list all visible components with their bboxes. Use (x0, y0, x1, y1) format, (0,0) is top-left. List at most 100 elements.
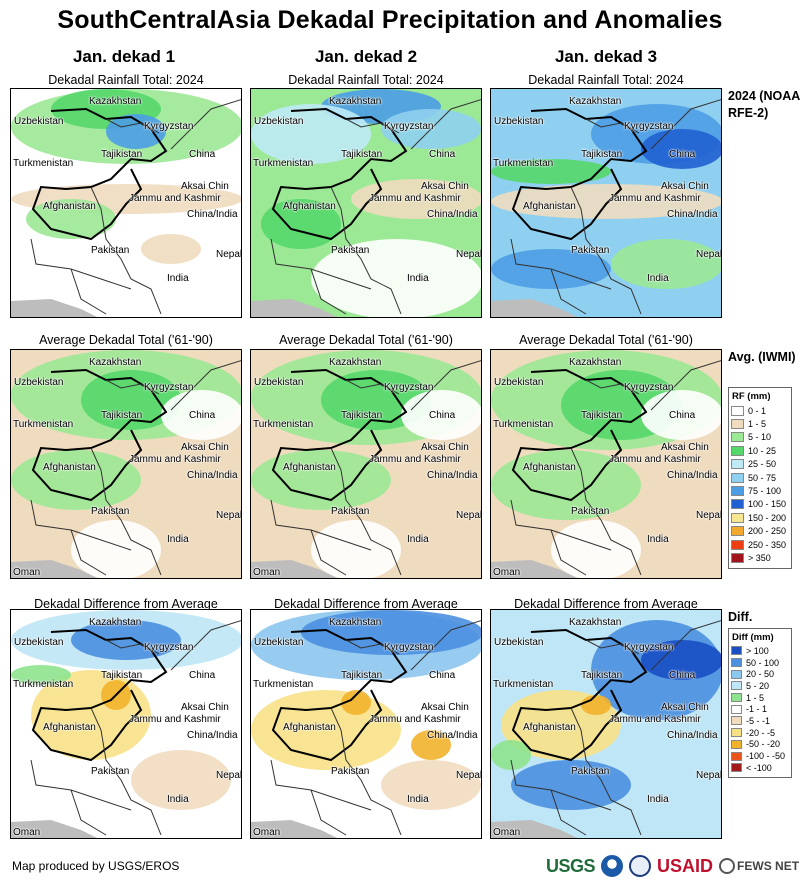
country-border (570, 186, 642, 315)
map-label-tajikistan: Tajikistan (581, 410, 623, 421)
country-border (585, 639, 640, 655)
panel-caption: Average Dekadal Total ('61-'90) (519, 333, 693, 347)
map-label-china-india: China/India (187, 730, 238, 741)
legend-swatch (731, 658, 742, 668)
panel-caption: Dekadal Difference from Average (274, 597, 458, 611)
country-border (650, 620, 721, 671)
map-label-nepal: Nepal (456, 770, 482, 781)
legend-label: 1 - 5 (746, 692, 765, 703)
legend-label: 75 - 100 (748, 486, 782, 497)
precip-region (491, 740, 531, 770)
map-label-kyrgyzstan: Kyrgyzstan (624, 382, 674, 393)
legend-label: -5 - -1 (746, 715, 771, 726)
country-border (70, 789, 107, 836)
map-label-kazakhstan: Kazakhstan (329, 357, 382, 368)
precip-region (351, 179, 481, 219)
legend-label: 150 - 200 (748, 512, 787, 523)
map-label-aksai-chin: Aksai Chin (661, 442, 709, 453)
legend-swatch (731, 486, 744, 497)
panel-caption: Dekadal Difference from Average (34, 597, 218, 611)
precip-region (511, 760, 631, 810)
map-label-afghanistan: Afghanistan (43, 462, 96, 473)
legend-item: -20 - -5 (731, 727, 789, 739)
country-border (170, 620, 241, 671)
map-panel: Kazakhstan Uzbekistan Kyrgyzstan Turkmenist… (250, 88, 482, 318)
country-border (90, 707, 162, 836)
map-label-tajikistan: Tajikistan (101, 670, 143, 681)
dept-seal-logo (629, 855, 652, 877)
map-label-turkmenistan: Turkmenistan (253, 679, 314, 690)
map-label-uzbekistan: Uzbekistan (254, 377, 304, 388)
map-label-india: India (167, 534, 189, 545)
country-border (585, 379, 640, 395)
legend-swatch (731, 728, 742, 738)
map-label-tajikistan: Tajikistan (101, 149, 143, 160)
map-label-oman: Oman (253, 567, 281, 578)
precip-region (641, 390, 721, 440)
map-label-china: China (429, 410, 456, 421)
fews-net-icon (719, 858, 736, 874)
legend-swatch (731, 751, 742, 761)
legend-item: -50 - -20 (731, 739, 789, 751)
legend-label: 50 - 100 (746, 657, 780, 668)
precip-region (141, 234, 201, 264)
map-panel: Kazakhstan Uzbekistan Kyrgyzstan Turkmenist… (250, 609, 482, 839)
sea-area (11, 560, 97, 578)
legend-label: > 100 (746, 645, 769, 656)
map-label-uzbekistan: Uzbekistan (254, 116, 304, 127)
precip-region (381, 760, 481, 810)
legend-swatch (731, 459, 744, 470)
column-header-dekad-1: Jan. dekad 1 (72, 47, 176, 66)
country-border (105, 639, 160, 655)
map-label-aksai-chin: Aksai Chin (181, 442, 229, 453)
map-label-jammu-kashmir: Jammu and Kashmir (369, 454, 461, 465)
country-border (330, 707, 402, 836)
map-label-kyrgyzstan: Kyrgyzstan (144, 382, 194, 393)
map-label-pakistan: Pakistan (91, 506, 130, 517)
map-label-china-india: China/India (427, 209, 478, 220)
panel-caption: Dekadal Rainfall Total: 2024 (48, 73, 204, 87)
map-label-china-india: China/India (187, 470, 238, 481)
fews-net-label: FEWS NET (737, 859, 800, 873)
legend-label: 100 - 150 (748, 499, 787, 510)
map-label-nepal: Nepal (696, 510, 722, 521)
precip-region (401, 390, 481, 440)
rainfall-legend-title: RF (mm) (732, 391, 771, 402)
precip-region (411, 730, 451, 760)
legend-item: 50 - 75 (731, 471, 789, 484)
legend-item: 200 - 250 (731, 525, 789, 538)
map-label-jammu-kashmir: Jammu and Kashmir (129, 454, 221, 465)
map-label-nepal: Nepal (456, 249, 482, 260)
map-label-uzbekistan: Uzbekistan (494, 116, 544, 127)
legend-swatch (731, 693, 742, 703)
legend-label: 250 - 350 (748, 539, 787, 550)
map-label-india: India (407, 273, 429, 284)
row-label-average: Avg. (IWMI) (728, 350, 796, 364)
country-border (585, 118, 640, 134)
precip-region (11, 665, 71, 685)
legend-swatch (731, 681, 742, 691)
map-label-jammu-kashmir: Jammu and Kashmir (609, 714, 701, 725)
map-label-tajikistan: Tajikistan (341, 410, 383, 421)
map-label-china-india: China/India (427, 730, 478, 741)
map-label-uzbekistan: Uzbekistan (14, 637, 64, 648)
footer-credit: Map produced by USGS/EROS (12, 859, 180, 873)
legend-item: 0 - 1 (731, 404, 789, 417)
map-label-tajikistan: Tajikistan (341, 670, 383, 681)
precip-region (71, 620, 181, 660)
map-label-kyrgyzstan: Kyrgyzstan (384, 642, 434, 653)
precip-region (251, 450, 391, 510)
precip-region (491, 159, 611, 184)
map-label-turkmenistan: Turkmenistan (493, 419, 554, 430)
legend-label: 200 - 250 (748, 526, 787, 537)
precipitation-map (251, 350, 481, 578)
country-border (650, 360, 721, 411)
map-label-pakistan: Pakistan (571, 506, 610, 517)
map-label-kazakhstan: Kazakhstan (569, 357, 622, 368)
sea-area (251, 299, 337, 317)
map-label-turkmenistan: Turkmenistan (253, 419, 314, 430)
precip-region (341, 690, 371, 715)
map-label-china: China (669, 149, 696, 160)
sea-area (11, 820, 97, 838)
sea-area (491, 820, 577, 838)
